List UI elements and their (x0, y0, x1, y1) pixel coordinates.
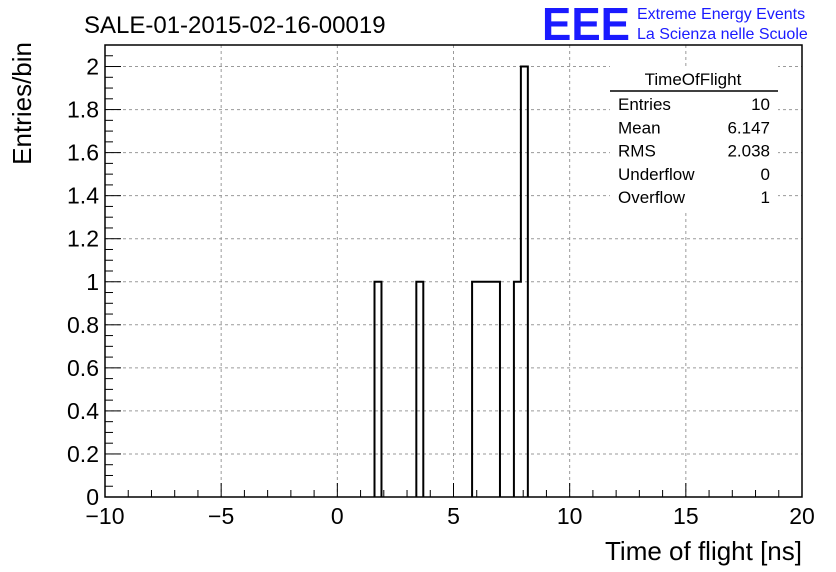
y-tick-label: 1.8 (67, 97, 99, 123)
brand-line-1: Extreme Energy Events (637, 6, 805, 23)
x-tick-label: 5 (447, 503, 460, 529)
x-tick-label: 15 (673, 503, 699, 529)
axes (104, 44, 803, 498)
stats-row-label: Underflow (618, 165, 695, 184)
stats-row-value: 2.038 (727, 142, 770, 161)
y-tick-label: 0.6 (67, 355, 99, 381)
y-axis-label: Entries/bin (7, 42, 37, 165)
y-tick-labels: 0 0.2 0.4 0.6 0.8 1 1.2 1.4 1.6 1.8 2 (67, 54, 99, 510)
x-tick-label: 20 (789, 503, 815, 529)
grid-lines (105, 45, 802, 497)
y-tick-label: 0 (86, 484, 99, 510)
stats-row-label: Entries (618, 95, 671, 114)
y-tick-label: 1 (86, 269, 99, 295)
y-tick-label: 1.2 (67, 226, 99, 252)
eee-logo: EEE (542, 0, 630, 50)
x-tick-label: −5 (208, 503, 234, 529)
x-axis-label: Time of flight [ns] (605, 536, 802, 566)
histogram-bars (373, 65, 529, 497)
stats-row-label: RMS (618, 142, 656, 161)
histogram-outline (373, 65, 529, 497)
y-tick-label: 2 (86, 54, 99, 80)
brand-line-2: La Scienza nelle Scuole (637, 26, 808, 43)
y-tick-label: 0.4 (67, 398, 99, 424)
y-tick-label: 0.8 (67, 312, 99, 338)
stats-row-value: 10 (751, 95, 770, 114)
stats-row-label: Mean (618, 118, 661, 137)
stats-row-value: 1 (761, 188, 770, 207)
x-tick-label: 0 (331, 503, 344, 529)
stats-row-value: 0 (761, 165, 770, 184)
y-tick-label: 0.2 (67, 441, 99, 467)
y-tick-label: 1.4 (67, 183, 99, 209)
x-tick-label: −10 (85, 503, 124, 529)
stats-row-value: 6.147 (727, 118, 770, 137)
stats-row-label: Overflow (618, 188, 686, 207)
x-tick-label: 10 (557, 503, 583, 529)
stats-box-name: TimeOfFlight (645, 70, 742, 89)
chart-title: SALE-01-2015-02-16-00019 (84, 12, 386, 39)
y-tick-label: 1.6 (67, 140, 99, 166)
x-tick-labels: −10 −5 0 5 10 15 20 (85, 503, 814, 529)
